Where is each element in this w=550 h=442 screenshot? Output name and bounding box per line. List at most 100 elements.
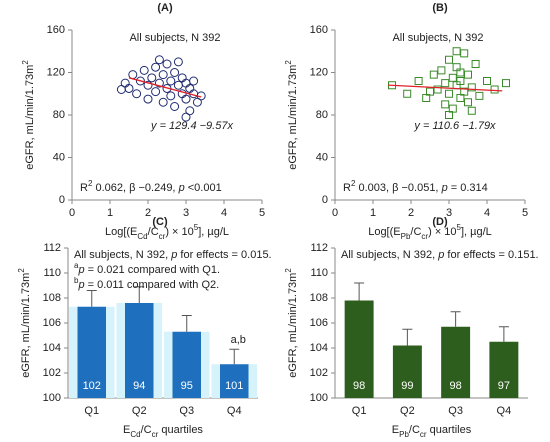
y-tick-label: 112	[43, 242, 61, 254]
text-part: = 0.021 compared with Q1.	[85, 264, 220, 276]
point	[143, 94, 153, 104]
point	[154, 78, 164, 88]
y-tick-label: 112	[310, 242, 328, 254]
y-tick-label: 104	[43, 342, 61, 354]
text-part: 2	[284, 60, 293, 65]
point	[460, 87, 469, 96]
bar-label: 94	[133, 380, 145, 392]
y-tick-label: 110	[310, 267, 328, 279]
bar	[220, 364, 249, 398]
text-part: y = 110.6 −1.79x	[413, 120, 496, 132]
x-tick-label: 2	[145, 207, 151, 219]
y-axis-label: eGFR, mL/min/1.73m2	[284, 60, 299, 170]
text-part: for effects = 0.015.	[177, 249, 271, 261]
bar-label: 99	[401, 380, 413, 392]
y-tick-label: 100	[43, 392, 61, 404]
x-axis-label: EPb/Ccr quartiles	[392, 424, 472, 439]
text-part: Cd	[137, 232, 147, 241]
x-tick-label: Q3	[448, 405, 463, 417]
y-tick-label: 40	[53, 151, 65, 163]
point	[448, 73, 457, 82]
text-part: p	[170, 249, 177, 261]
bar-label: 97	[498, 380, 510, 392]
text-part: cr	[159, 232, 166, 241]
y-tick-label: 104	[310, 342, 328, 354]
x-axis-label: ECd/Ccr quartiles	[123, 424, 203, 439]
y-tick-label: 106	[43, 317, 61, 329]
y-axis-label: eGFR, mL/min/1.73m2	[21, 60, 36, 170]
x-tick-label: Q4	[497, 405, 512, 417]
point	[158, 70, 168, 80]
point	[173, 57, 183, 67]
point	[452, 47, 461, 56]
bar	[125, 303, 154, 398]
point	[464, 70, 472, 79]
text-part: quartiles	[427, 424, 472, 436]
point	[151, 62, 161, 72]
bar-label: 101	[225, 380, 243, 392]
equation: y = 129.4 −9.57x	[150, 120, 233, 132]
fit-line	[128, 77, 202, 98]
y-tick-label: 0	[322, 194, 328, 206]
point	[166, 91, 176, 101]
point	[170, 68, 180, 77]
x-tick-label: 1	[107, 207, 113, 219]
x-axis-label: Log[(ECd/Ccr) × 105], µg/L	[105, 223, 229, 241]
point	[185, 83, 195, 93]
note: All subjects, N 392, p for effects = 0.1…	[341, 249, 539, 261]
text-part: R	[343, 182, 351, 194]
bar	[77, 306, 106, 398]
x-tick-label: 5	[522, 207, 528, 219]
x-tick-label: Q3	[179, 405, 194, 417]
y-tick-label: 106	[310, 317, 328, 329]
text-part: /C	[409, 424, 420, 436]
x-tick-label: 5	[259, 207, 265, 219]
point	[181, 78, 191, 88]
stats: R2 0.062, β −0.249, p <0.001	[80, 179, 222, 194]
point	[445, 55, 453, 64]
text-part: Pb	[401, 232, 411, 241]
point	[490, 85, 499, 94]
bar	[489, 341, 519, 398]
point	[467, 83, 476, 92]
text-part: Pb	[399, 430, 409, 439]
text-part: p	[77, 264, 84, 276]
text-part: 2	[17, 268, 26, 273]
text-part: 0.062, β −0.249,	[92, 182, 178, 194]
text-part: p	[437, 249, 444, 261]
text-part: eGFR, mL/min/1.73m	[24, 65, 36, 170]
point	[181, 112, 191, 122]
text-part: 2	[351, 179, 356, 188]
point	[166, 76, 176, 86]
text-part: 5	[194, 223, 199, 232]
stats: R2 0.003, β −0.051, p = 0.314	[343, 179, 488, 194]
point	[139, 65, 149, 75]
y-tick-label: 80	[53, 109, 65, 121]
text-part: All subjects, N 392,	[341, 249, 438, 261]
point	[502, 79, 510, 88]
y-tick-label: 160	[310, 24, 328, 36]
text-part: /C	[410, 226, 421, 238]
text-part: eGFR, mL/min/1.73m	[287, 273, 299, 378]
bar-label: 95	[181, 380, 193, 392]
text-part: cr	[152, 430, 159, 439]
text-part: ], µg/L	[198, 226, 229, 238]
bar	[344, 300, 374, 398]
point	[147, 73, 157, 83]
point	[170, 102, 180, 111]
point	[426, 87, 434, 96]
text-part: y = 129.4 −9.57x	[150, 120, 233, 132]
y-tick-label: 120	[310, 66, 328, 78]
point	[437, 66, 446, 75]
text-part: ) × 10	[428, 226, 456, 238]
point	[132, 89, 142, 99]
bar-label: 98	[353, 380, 365, 392]
panel-label: (D)	[432, 216, 448, 228]
subtitle: All subjects, N 392	[129, 32, 220, 44]
text-part: eGFR, mL/min/1.73m	[287, 65, 299, 170]
point	[124, 83, 134, 93]
x-tick-label: 2	[408, 207, 414, 219]
text-part: 0.003, β −0.051,	[355, 182, 441, 194]
text-part: a	[74, 261, 79, 270]
y-tick-label: 102	[43, 367, 61, 379]
